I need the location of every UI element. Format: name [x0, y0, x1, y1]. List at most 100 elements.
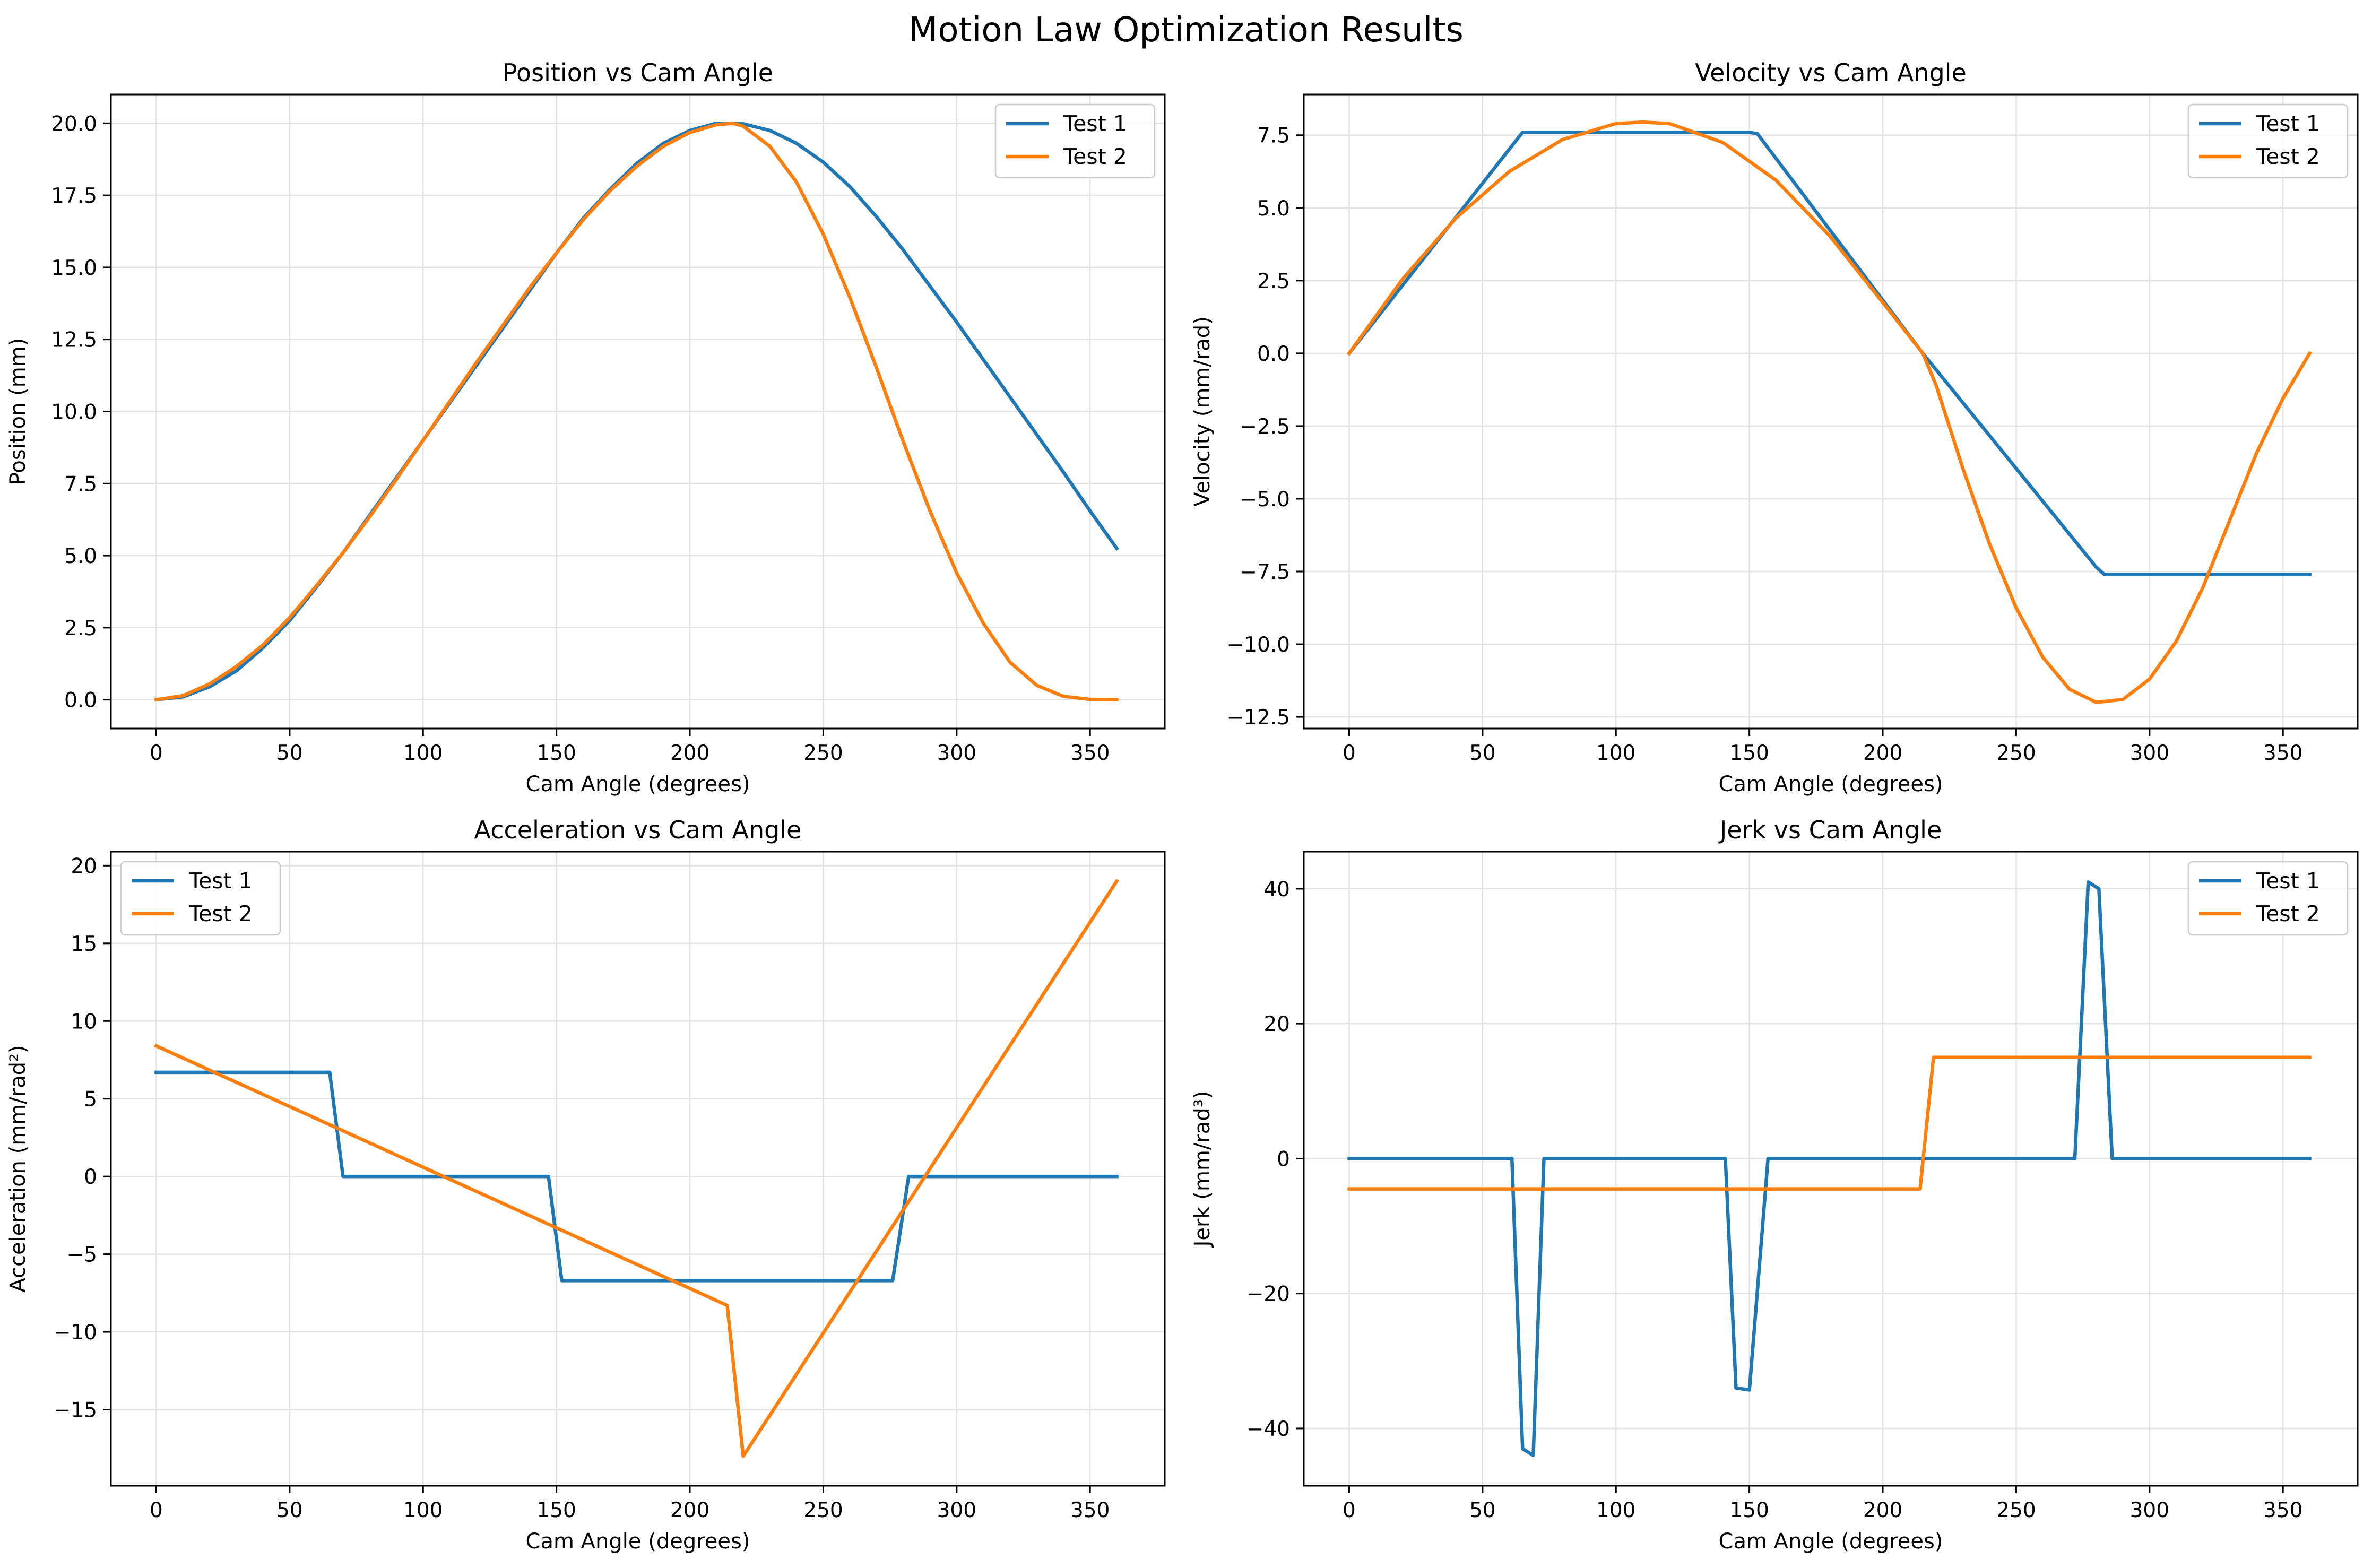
- position-xtick-label: 50: [276, 741, 303, 765]
- position-ytick-label: 5.0: [64, 544, 97, 568]
- velocity-xtick-label: 150: [1729, 741, 1769, 765]
- position-xtick-label: 350: [1070, 741, 1110, 765]
- acceleration-ytick-label: −10: [54, 1321, 97, 1345]
- velocity-ytick-label: −2.5: [1240, 415, 1290, 439]
- acceleration-ytick-label: 0: [84, 1165, 97, 1189]
- jerk-xtick-label: 0: [1343, 1498, 1356, 1522]
- velocity-series-2-line: [1346, 120, 2312, 704]
- position-xtick-label: 300: [937, 741, 976, 765]
- position-ytick-label: 0.0: [64, 689, 97, 713]
- velocity-axes-frame: [1303, 93, 2359, 730]
- velocity-xlabel: Cam Angle (degrees): [1719, 772, 1943, 796]
- jerk-legend: Test 1 Test 2: [2187, 861, 2349, 936]
- acceleration-series-2-line: [154, 879, 1119, 1458]
- position-ytick-label: 17.5: [51, 184, 97, 208]
- acceleration-xtick-label: 300: [937, 1498, 976, 1522]
- jerk-plot: 0 50 100 150 200 250 300 350 −40 −20 0 20 40 Jerk vs …: [1190, 816, 2359, 1554]
- jerk-axes-frame: [1303, 851, 2359, 1487]
- acceleration-xtick-label: 0: [150, 1498, 163, 1522]
- acceleration-xtick-label: 50: [276, 1498, 303, 1522]
- velocity-xtick-label: 200: [1863, 741, 1902, 765]
- acceleration-legend: Test 1 Test 2: [120, 861, 281, 936]
- velocity-plot: 0 50 100 150 200 250 300 350 −12.5 −10.0 −7.5 −5.0 −…: [1190, 58, 2359, 796]
- acceleration-xtick-label: 200: [670, 1498, 709, 1522]
- acceleration-xtick-label: 100: [403, 1498, 443, 1522]
- position-xtick-label: 0: [150, 741, 163, 765]
- position-ytick-label: 2.5: [64, 617, 97, 640]
- acceleration-xlabel: Cam Angle (degrees): [526, 1529, 750, 1554]
- jerk-legend-label-1: Test 1: [2256, 868, 2320, 894]
- jerk-xtick-label: 200: [1863, 1498, 1902, 1522]
- jerk-ytick-label: 0: [1277, 1147, 1290, 1171]
- position-ytick-label: 7.5: [64, 472, 97, 496]
- position-legend: Test 1 Test 2: [994, 103, 1156, 179]
- velocity-ytick-label: −12.5: [1226, 706, 1290, 730]
- acceleration-ytick-label: −15: [54, 1398, 97, 1422]
- jerk-legend-label-2: Test 2: [2256, 901, 2320, 926]
- velocity-ylabel: Velocity (mm/rad): [1190, 316, 1215, 507]
- velocity-ytick-label: −5.0: [1240, 488, 1290, 512]
- velocity-ytick-label: 2.5: [1257, 270, 1290, 293]
- acceleration-ytick-label: −5: [67, 1243, 98, 1267]
- acceleration-xtick-label: 150: [536, 1498, 576, 1522]
- position-ytick-label: 12.5: [51, 328, 97, 352]
- position-ylabel: Position (mm): [6, 338, 30, 486]
- jerk-xtick-label: 250: [1996, 1498, 2036, 1522]
- acceleration-xtick-label: 350: [1070, 1498, 1110, 1522]
- velocity-legend-label-2: Test 2: [2256, 144, 2320, 169]
- position-xtick-label: 250: [803, 741, 843, 765]
- position-series-2-line: [154, 122, 1119, 702]
- jerk-xtick-label: 350: [2263, 1498, 2302, 1522]
- position-legend-label-2: Test 2: [1063, 144, 1127, 169]
- velocity-ytick-label: 7.5: [1257, 124, 1290, 148]
- velocity-xtick-label: 350: [2263, 741, 2302, 765]
- acceleration-ytick-label: 15: [71, 932, 97, 956]
- jerk-xtick-label: 300: [2130, 1498, 2169, 1522]
- jerk-xlabel: Cam Angle (degrees): [1719, 1529, 1943, 1554]
- jerk-ytick-label: −20: [1246, 1283, 1290, 1306]
- velocity-xtick-label: 100: [1596, 741, 1635, 765]
- jerk-series-2-line: [1347, 1055, 2312, 1191]
- acceleration-ytick-label: 20: [71, 854, 97, 878]
- velocity-xtick-label: 50: [1469, 741, 1496, 765]
- velocity-xtick-label: 300: [2130, 741, 2169, 765]
- acceleration-ytick-label: 5: [84, 1088, 97, 1112]
- velocity-legend: Test 1 Test 2: [2187, 103, 2349, 179]
- velocity-title: Velocity vs Cam Angle: [1695, 58, 1967, 87]
- velocity-legend-label-1: Test 1: [2256, 111, 2320, 136]
- acceleration-ytick-label: 10: [71, 1010, 97, 1034]
- jerk-series-1-line: [1347, 880, 2312, 1458]
- velocity-ytick-label: 0.0: [1257, 342, 1290, 366]
- position-ytick-label: 15.0: [51, 256, 97, 280]
- jerk-ylabel: Jerk (mm/rad³): [1190, 1091, 1215, 1249]
- velocity-series-1-line: [1346, 131, 2312, 576]
- position-xtick-label: 150: [536, 741, 576, 765]
- position-ytick-label: 20.0: [51, 112, 97, 136]
- position-title: Position vs Cam Angle: [503, 58, 773, 87]
- acceleration-xtick-label: 250: [803, 1498, 843, 1522]
- velocity-ytick-label: 5.0: [1257, 197, 1290, 221]
- acceleration-legend-label-1: Test 1: [188, 868, 253, 894]
- acceleration-plot: 0 50 100 150 200 250 300 350 −15 −10 −5 0 5 10 15 20 Acc…: [6, 816, 1166, 1554]
- velocity-ytick-label: −10.0: [1226, 633, 1290, 657]
- jerk-xtick-label: 100: [1596, 1498, 1635, 1522]
- velocity-ytick-label: −7.5: [1240, 560, 1290, 584]
- position-xtick-label: 100: [403, 741, 443, 765]
- figure-title: Motion Law Optimization Results: [908, 11, 1464, 50]
- acceleration-ylabel: Acceleration (mm/rad²): [6, 1045, 30, 1292]
- position-legend-label-1: Test 1: [1063, 111, 1127, 136]
- velocity-xtick-label: 0: [1343, 741, 1356, 765]
- jerk-title: Jerk vs Cam Angle: [1718, 816, 1942, 844]
- position-plot: 0 50 100 150 200 250 300 350 0.0 2.5 5.0 7.5 10.0 12.…: [6, 58, 1166, 796]
- jerk-xtick-label: 50: [1469, 1498, 1496, 1522]
- jerk-ytick-label: 20: [1263, 1012, 1290, 1036]
- acceleration-legend-label-2: Test 2: [188, 901, 253, 926]
- acceleration-title: Acceleration vs Cam Angle: [474, 816, 802, 844]
- position-xtick-label: 200: [670, 741, 709, 765]
- jerk-xtick-label: 150: [1729, 1498, 1769, 1522]
- position-ytick-label: 10.0: [51, 401, 97, 425]
- jerk-ytick-label: 40: [1263, 878, 1290, 902]
- position-xlabel: Cam Angle (degrees): [526, 772, 750, 796]
- jerk-ytick-label: −40: [1246, 1417, 1290, 1441]
